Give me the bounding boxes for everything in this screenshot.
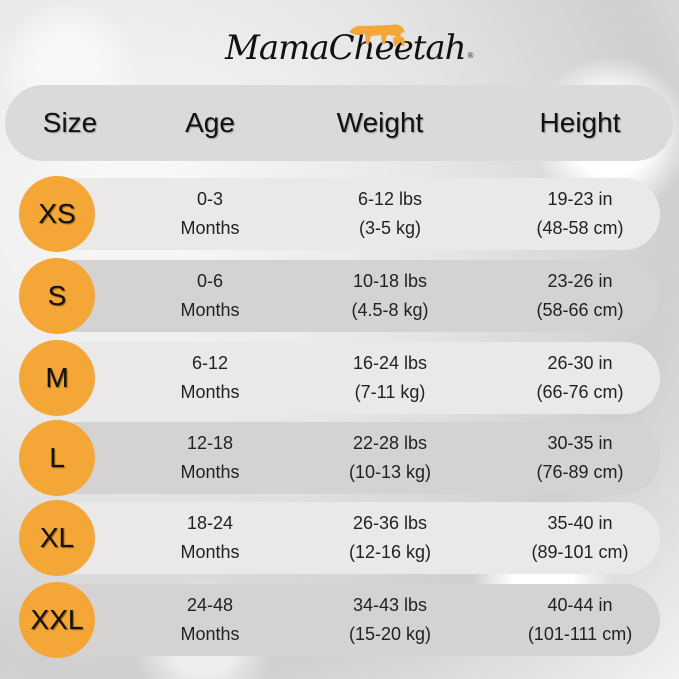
weight-line: (15-20 kg) [348,624,432,644]
age-line: 0-6 [196,271,223,291]
weight-cell: 26-36 lbs (12-16 kg) [305,509,475,567]
size-badge: XL [19,500,95,576]
age-line: 18-24 [186,513,234,533]
weight-cell: 16-24 lbs (7-11 kg) [305,349,475,407]
weight-line: (4.5-8 kg) [351,300,429,320]
table-row [40,260,660,332]
table-row [40,178,660,250]
height-line: 19-23 in [547,189,613,209]
age-cell: 12-18 Months [150,429,270,487]
age-line: Months [180,624,240,644]
weight-cell: 22-28 lbs (10-13 kg) [305,429,475,487]
age-line: 6-12 [191,353,229,373]
weight-line: 16-24 lbs [352,353,428,373]
weight-line: (3-5 kg) [358,218,421,238]
weight-cell: 34-43 lbs (15-20 kg) [305,591,475,649]
age-cell: 6-12 Months [150,349,270,407]
age-line: Months [180,542,240,562]
age-cell: 24-48 Months [150,591,270,649]
table-row [40,584,660,656]
height-line: (101-111 cm) [527,624,633,644]
weight-line: 34-43 lbs [352,595,428,615]
age-line: Months [180,218,240,238]
height-line: 40-44 in [547,595,613,615]
age-cell: 18-24 Months [150,509,270,567]
header-age: Age [185,107,235,138]
size-badge: XS [19,176,95,252]
age-line: 24-48 [186,595,234,615]
weight-line: 26-36 lbs [352,513,428,533]
height-cell: 40-44 in (101-111 cm) [500,591,660,649]
weight-line: (7-11 kg) [354,382,426,402]
weight-line: 10-18 lbs [352,271,428,291]
weight-cell: 10-18 lbs (4.5-8 kg) [305,267,475,325]
height-cell: 23-26 in (58-66 cm) [500,267,660,325]
weight-line: (12-16 kg) [348,542,432,562]
size-badge: M [19,340,95,416]
height-line: 26-30 in [547,353,613,373]
table-row [40,342,660,414]
height-line: (89-101 cm) [531,542,629,562]
height-line: 23-26 in [547,271,613,291]
age-line: Months [180,462,240,482]
age-line: 12-18 [186,433,234,453]
table-header: Size Age Weight Height [5,85,673,161]
height-cell: 19-23 in (48-58 cm) [500,185,660,243]
size-badge: S [19,258,95,334]
header-weight: Weight [336,107,424,138]
table-row [40,422,660,494]
height-cell: 26-30 in (66-76 cm) [500,349,660,407]
registered-mark: ® [467,51,474,60]
height-line: (48-58 cm) [536,218,624,238]
brand-logo: MamaCheetah ® [225,18,474,68]
height-line: (76-89 cm) [536,462,624,482]
height-line: 35-40 in [547,513,613,533]
height-line: (66-76 cm) [536,382,624,402]
height-cell: 30-35 in (76-89 cm) [500,429,660,487]
height-cell: 35-40 in (89-101 cm) [500,509,660,567]
weight-cell: 6-12 lbs (3-5 kg) [305,185,475,243]
weight-line: 22-28 lbs [352,433,428,453]
age-line: Months [180,300,240,320]
height-line: (58-66 cm) [536,300,624,320]
table-row [40,502,660,574]
header-size: Size [42,107,98,138]
header-height: Height [539,107,621,138]
age-line: 0-3 [196,189,223,209]
size-badge: L [19,420,95,496]
age-cell: 0-3 Months [150,185,270,243]
height-line: 30-35 in [547,433,613,453]
logo-text: MamaCheetah [225,28,467,68]
weight-line: (10-13 kg) [348,462,432,482]
age-line: Months [180,382,240,402]
weight-line: 6-12 lbs [357,189,423,209]
age-cell: 0-6 Months [150,267,270,325]
cheetah-icon [349,24,405,46]
size-badge: XXL [19,582,95,658]
